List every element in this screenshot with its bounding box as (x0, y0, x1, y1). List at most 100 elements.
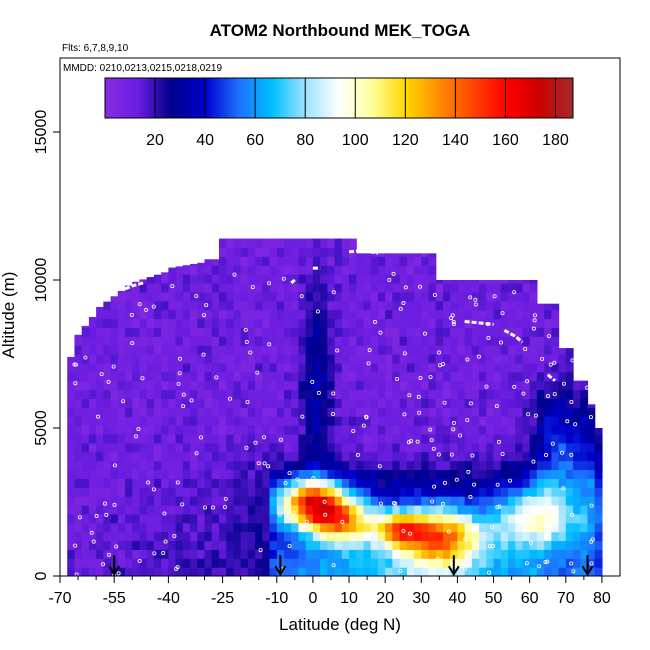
heatmap-cell (233, 238, 242, 249)
heatmap-cell (139, 398, 148, 408)
heatmap-cell (392, 469, 401, 479)
sample-point (492, 294, 497, 299)
heatmap-cell (522, 416, 531, 426)
heatmap-cell (312, 398, 321, 408)
heatmap-cell (457, 540, 466, 550)
heatmap-cell (515, 540, 524, 550)
heatmap-cell (479, 345, 487, 355)
heatmap-cell (464, 504, 473, 515)
sample-point (446, 529, 451, 534)
heatmap-cell (132, 522, 141, 533)
heatmap-cell (182, 478, 191, 488)
heatmap-cell (240, 460, 249, 471)
heatmap-cell (587, 496, 596, 506)
heatmap-cell (312, 282, 321, 293)
sample-point (398, 569, 403, 574)
heatmap-cell (587, 425, 596, 435)
heatmap-cell (81, 345, 90, 355)
heatmap-cell (363, 318, 372, 328)
heatmap-cell (327, 380, 336, 391)
heatmap-cell (255, 274, 263, 284)
heatmap-cell (486, 336, 495, 346)
heatmap-cell (349, 416, 357, 426)
heatmap-cell (233, 345, 242, 355)
heatmap-cell (153, 451, 162, 462)
heatmap-cell (110, 345, 119, 355)
heatmap-cell (377, 407, 386, 417)
sample-point (258, 548, 263, 553)
heatmap-cell (471, 451, 480, 462)
heatmap-cell (125, 336, 133, 346)
heatmap-cell (312, 407, 321, 417)
heatmap-cell (464, 282, 473, 293)
heatmap-cell (428, 291, 437, 302)
heatmap-cell (190, 371, 198, 382)
heatmap-cell (182, 389, 191, 399)
heatmap-cell (464, 478, 473, 488)
heatmap-cell (442, 549, 451, 559)
heatmap-cell (218, 362, 227, 373)
heatmap-cell (471, 540, 480, 550)
heatmap-cell (146, 522, 155, 533)
heatmap-cell (247, 540, 256, 550)
heatmap-cell (464, 540, 473, 550)
flight-path (290, 278, 296, 285)
heatmap-cell (96, 567, 104, 576)
heatmap-cell (421, 291, 430, 302)
heatmap-cell (580, 398, 589, 408)
heatmap-cell (262, 309, 271, 320)
heatmap-cell (269, 531, 278, 542)
heatmap-cell (291, 558, 300, 568)
heatmap-cell (356, 416, 365, 426)
heatmap-cell (67, 522, 76, 533)
heatmap-cell (269, 416, 278, 426)
heatmap-cell (341, 531, 350, 542)
heatmap-cell (435, 398, 444, 408)
heatmap-cell (204, 300, 213, 311)
heatmap-cell (211, 380, 220, 391)
heatmap-cell (276, 274, 285, 284)
heatmap-cell (190, 416, 198, 426)
heatmap-cell (125, 504, 133, 515)
heatmap-cell (117, 469, 126, 479)
heatmap-cell (522, 460, 531, 471)
heatmap-cell (305, 442, 314, 453)
heatmap-cell (493, 504, 502, 515)
heatmap-cell (486, 451, 495, 462)
heatmap-cell (247, 442, 256, 453)
heatmap-cell (435, 280, 444, 284)
heatmap-cell (493, 318, 502, 328)
heatmap-cell (255, 558, 263, 568)
heatmap-cell (197, 513, 206, 524)
heatmap-cell (320, 531, 328, 542)
heatmap-cell (508, 407, 516, 417)
heatmap-cell (515, 354, 524, 364)
heatmap-cell (96, 407, 104, 417)
heatmap-cell (377, 469, 386, 479)
heatmap-cell (88, 478, 97, 488)
heatmap-cell (255, 540, 263, 550)
heatmap-cell (392, 389, 401, 399)
heatmap-cell (153, 282, 162, 293)
heatmap-cell (522, 451, 531, 462)
heatmap-cell (471, 478, 480, 488)
heatmap-cell (67, 496, 76, 506)
heatmap-cell (269, 540, 278, 550)
heatmap-cell (110, 318, 119, 328)
heatmap-cell (529, 442, 538, 453)
heatmap-cell (218, 274, 227, 284)
heatmap-cell (305, 460, 314, 471)
heatmap-cell (204, 531, 213, 542)
heatmap-cell (522, 336, 531, 346)
heatmap-cell (370, 540, 379, 550)
heatmap-cell (117, 407, 126, 417)
heatmap-cell (81, 389, 90, 399)
sample-point (112, 502, 117, 507)
heatmap-cell (479, 336, 487, 346)
heatmap-cell (414, 451, 422, 462)
heatmap-cell (471, 345, 480, 355)
heatmap-cell (226, 531, 235, 542)
heatmap-cell (240, 318, 249, 328)
heatmap-cell (464, 280, 473, 284)
heatmap-cell (298, 433, 307, 444)
